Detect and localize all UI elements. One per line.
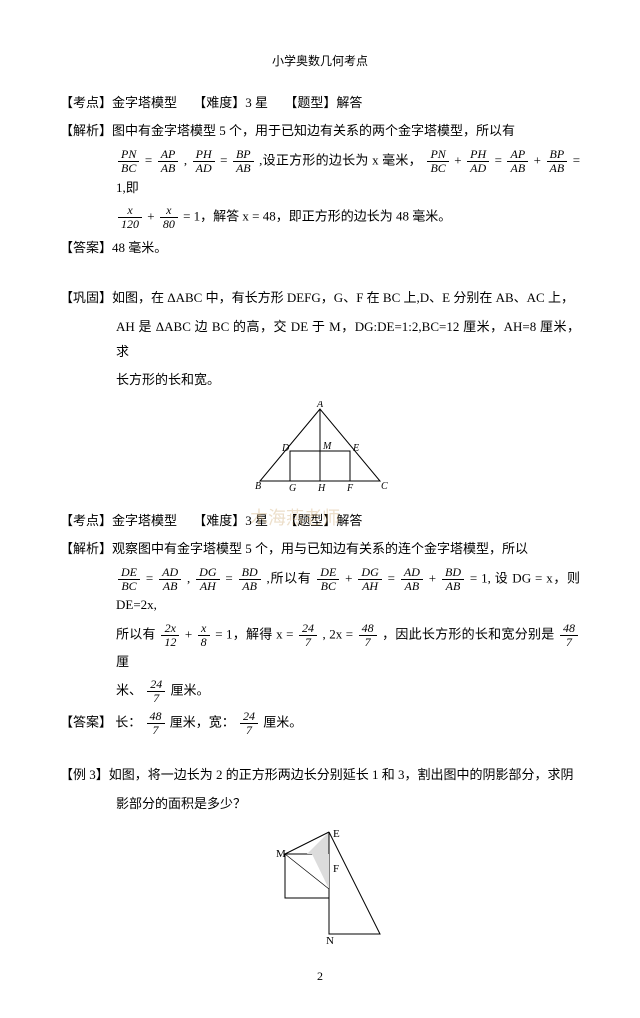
tixing-label: 【题型】 <box>284 95 336 110</box>
jiexi-text-1a: 图中有金字塔模型 5 个，用于已知边有关系的两个金字塔模型，所以有 <box>112 123 515 138</box>
svg-text:H: H <box>317 483 326 494</box>
kaodian-label-2: 【考点】 <box>60 513 112 528</box>
meta-row-2: 【考点】金字塔模型 【难度】3 星 【题型】解答 <box>60 509 580 534</box>
nandu-val: 3 星 <box>245 95 268 110</box>
jiexi2-text-1: 观察图中有金字塔模型 5 个，用与已知边有关系的连个金字塔模型，所以 <box>112 541 528 556</box>
svg-text:E: E <box>333 828 340 840</box>
svg-text:F: F <box>333 863 339 875</box>
kaodian-val-2: 金字塔模型 <box>112 513 177 528</box>
tixing-val-2: 解答 <box>336 513 362 528</box>
daan-row-1: 【答案】48 毫米。 <box>60 236 580 261</box>
page-number: 2 <box>60 965 580 988</box>
jiexi2-formula-2: 所以有 2x12 + x8 = 1，解得 x = 247 , 2x = 487 … <box>60 622 580 674</box>
svg-text:E: E <box>352 443 359 454</box>
gonggu-label: 【巩固】 <box>60 290 112 305</box>
li3-label: 【例 3】 <box>60 767 109 782</box>
svg-text:N: N <box>326 935 334 944</box>
li3-text-2: 影部分的面积是多少？ <box>60 792 580 817</box>
jiexi-formula-2: x120 + x80 = 1，解答 x = 48，即正方形的边长为 48 毫米。 <box>60 204 580 231</box>
kaodian-val: 金字塔模型 <box>112 95 177 110</box>
svg-text:G: G <box>289 483 296 494</box>
svg-text:M: M <box>276 848 286 860</box>
jiexi2-formula-1: DEBC = ADAB , DGAH = BDAB ,所以有 DEBC + DG… <box>60 566 580 618</box>
jiexi-label-2: 【解析】 <box>60 541 112 556</box>
svg-text:F: F <box>346 483 354 494</box>
daan-val: 48 毫米。 <box>112 240 167 255</box>
jiexi2-formula-3: 米、 247 厘米。 <box>60 678 580 705</box>
gonggu-text-3: 长方形的长和宽。 <box>60 368 580 393</box>
tixing-label-2: 【题型】 <box>284 513 336 528</box>
jiexi2-row1: 【解析】观察图中有金字塔模型 5 个，用与已知边有关系的连个金字塔模型，所以 <box>60 537 580 562</box>
page-title: 小学奥数几何考点 <box>60 50 580 73</box>
daan-label-2: 【答案】 <box>60 714 112 729</box>
nandu-val-2: 3 星 <box>245 513 268 528</box>
tixing-val: 解答 <box>336 95 362 110</box>
gonggu-row: 【巩固】如图，在 ΔABC 中，有长方形 DEFG，G、F 在 BC 上,D、E… <box>60 286 580 311</box>
triangle-figure: A B C D E G H F M <box>60 401 580 505</box>
kaodian-label: 【考点】 <box>60 95 112 110</box>
daan-label: 【答案】 <box>60 240 112 255</box>
jiexi-formula-1: PNBC = APAB , PHAD = BPAB ,设正方形的边长为 x 毫米… <box>60 148 580 200</box>
meta-row-1: 【考点】金字塔模型 【难度】3 星 【题型】解答 <box>60 91 580 116</box>
jiexi-text-1b: ,设正方形的边长为 x 毫米， <box>259 153 422 168</box>
jiexi-row-1: 【解析】图中有金字塔模型 5 个，用于已知边有关系的两个金字塔模型，所以有 <box>60 119 580 144</box>
li3-text-1: 如图，将一边长为 2 的正方形两边长分别延长 1 和 3，割出图中的阴影部分，求… <box>109 767 574 782</box>
jiexi-text-1d: = 1，解答 x = 48，即正方形的边长为 48 毫米。 <box>183 209 451 224</box>
daan-row-2: 【答案】 长： 487 厘米，宽： 247 厘米。 <box>60 710 580 737</box>
nandu-label: 【难度】 <box>193 95 245 110</box>
svg-text:B: B <box>255 481 261 492</box>
svg-text:M: M <box>322 441 332 452</box>
svg-text:C: C <box>381 481 388 492</box>
gonggu-text-1: 如图，在 ΔABC 中，有长方形 DEFG，G、F 在 BC 上,D、E 分别在… <box>112 290 574 305</box>
li3-row: 【例 3】如图，将一边长为 2 的正方形两边长分别延长 1 和 3，割出图中的阴… <box>60 763 580 788</box>
square-figure: M E F N <box>60 824 580 953</box>
gonggu-text-2: AH 是 ΔABC 边 BC 的高，交 DE 于 M，DG:DE=1:2,BC=… <box>60 315 580 364</box>
svg-text:D: D <box>281 443 290 454</box>
svg-text:A: A <box>316 401 324 410</box>
nandu-label-2: 【难度】 <box>193 513 245 528</box>
jiexi-label: 【解析】 <box>60 123 112 138</box>
